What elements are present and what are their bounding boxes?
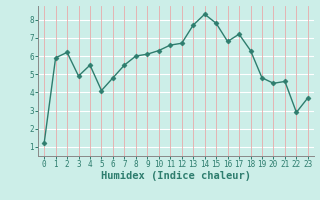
X-axis label: Humidex (Indice chaleur): Humidex (Indice chaleur) <box>101 171 251 181</box>
